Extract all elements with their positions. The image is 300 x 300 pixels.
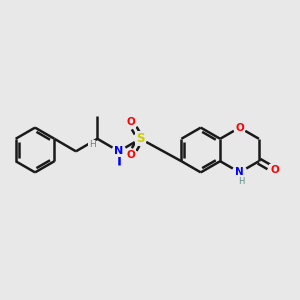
Text: H: H: [89, 140, 95, 149]
Text: O: O: [270, 165, 279, 175]
Text: N: N: [235, 167, 244, 177]
Text: S: S: [136, 132, 145, 145]
Text: O: O: [235, 123, 244, 133]
Text: O: O: [127, 150, 135, 160]
Text: O: O: [127, 117, 135, 128]
Text: N: N: [114, 146, 124, 156]
Text: H: H: [238, 177, 244, 186]
